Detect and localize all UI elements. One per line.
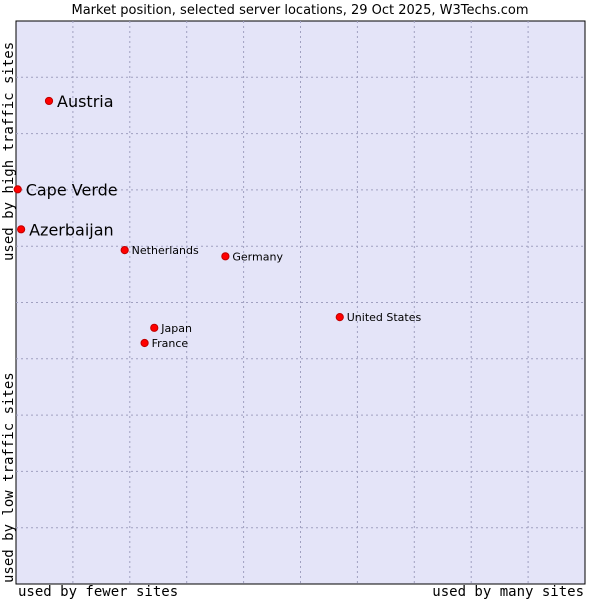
label-france: France (152, 337, 189, 350)
label-japan: Japan (160, 322, 192, 335)
y-axis-label-high: used by high traffic sites (1, 41, 17, 261)
chart-title: Market position, selected server locatio… (71, 3, 529, 18)
point-azerbaijan: Azerbaijan (17, 220, 114, 239)
point-cape-verde: Cape Verde (13, 180, 118, 199)
marker-azerbaijan (17, 225, 26, 234)
marker-germany (221, 252, 230, 261)
marker-netherlands (120, 246, 129, 255)
marker-united-states (335, 313, 344, 322)
label-austria: Austria (57, 92, 114, 111)
point-france: France (140, 337, 189, 350)
marker-cape-verde (13, 185, 22, 194)
point-japan: Japan (150, 322, 192, 335)
label-germany: Germany (232, 250, 283, 263)
marker-france (140, 338, 149, 348)
point-netherlands: Netherlands (120, 244, 199, 257)
label-netherlands: Netherlands (132, 244, 199, 257)
label-united-states: United States (347, 311, 422, 324)
x-axis-label-right: used by many sites (432, 584, 584, 600)
label-azerbaijan: Azerbaijan (29, 220, 114, 239)
point-germany: Germany (221, 250, 283, 263)
y-axis-label-low: used by low traffic sites (1, 372, 17, 583)
grid (16, 21, 585, 584)
label-cape-verde: Cape Verde (26, 180, 118, 199)
data-points: Austria Cape Verde Azerbaijan Netherlands Ge… (13, 92, 422, 350)
x-axis-label-left: used by fewer sites (18, 584, 179, 600)
marker-japan (150, 323, 159, 332)
marker-austria (44, 96, 54, 106)
point-united-states: United States (335, 311, 422, 324)
point-austria: Austria (44, 92, 114, 111)
